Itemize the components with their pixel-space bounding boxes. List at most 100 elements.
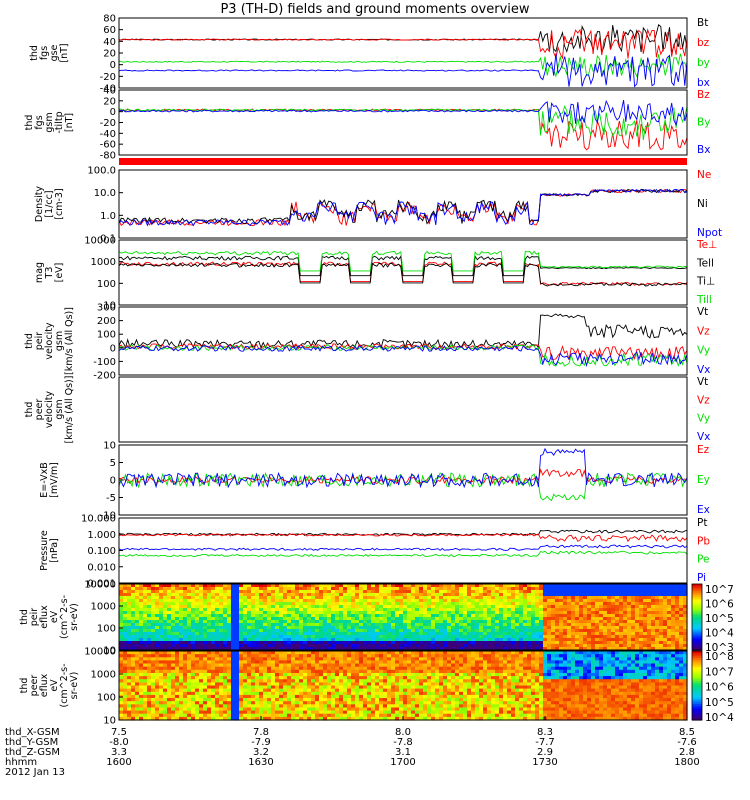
y-tick-label: -10 xyxy=(100,511,116,522)
chart-title: P3 (TH-D) fields and ground moments over… xyxy=(220,2,530,17)
x-tick-label: 8.0 xyxy=(395,727,411,738)
x-tick-label: 1800 xyxy=(674,757,699,768)
y-axis-label: E=-VxB xyxy=(39,462,50,497)
x-tick-label: 2.9 xyxy=(537,747,553,758)
y-axis-label: mag xyxy=(34,262,45,283)
y-tick-label: 0.001 xyxy=(87,579,116,590)
y-axis-label: gse xyxy=(49,44,60,61)
x-tick-label: 3.3 xyxy=(111,747,127,758)
y-tick-label: 100 xyxy=(97,693,116,704)
series-bz-line xyxy=(118,108,688,151)
y-tick-label: 200 xyxy=(97,316,116,327)
y-tick-label: -20 xyxy=(100,118,116,129)
x-tick-label: -7.6 xyxy=(677,737,697,748)
y-tick-label: 10000 xyxy=(84,580,116,591)
panel-frame xyxy=(118,239,688,306)
panel-pressure: 10.000 1.000 0.100 0.010 0.001 Pressure [nPa] P… xyxy=(39,514,710,590)
y-tick-label: 40 xyxy=(103,86,116,97)
x-tick-label: -7.8 xyxy=(393,737,413,748)
x-tick-label: 1700 xyxy=(390,757,415,768)
y-tick-label: -5 xyxy=(106,493,116,504)
y-tick-label: -40 xyxy=(100,129,116,140)
legend-pi: Pi xyxy=(697,572,706,584)
y-axis-label: fgs xyxy=(34,115,45,129)
legend-bx: Bx xyxy=(697,144,710,156)
y-axis-label: velocity xyxy=(44,391,55,429)
x-tick-label: -8.0 xyxy=(109,737,129,748)
quality-flag-bar xyxy=(119,158,687,165)
legend-ni: Ni xyxy=(697,198,708,210)
series-by-line xyxy=(118,105,688,140)
y-axis-label: T3 xyxy=(44,267,55,280)
y-axis-label: [nT] xyxy=(59,43,70,62)
y-tick-label: 10 xyxy=(103,646,116,657)
y-tick-label: 80 xyxy=(103,14,116,25)
y-axis-label: peer xyxy=(34,399,45,421)
legend-bz: bz xyxy=(697,37,710,49)
y-tick-label: 10.0 xyxy=(94,188,116,199)
legend-ey: Ey xyxy=(697,474,710,486)
y-tick-label: -40 xyxy=(100,84,116,95)
y-tick-label: 0.1 xyxy=(100,234,116,245)
y-tick-label: -100 xyxy=(93,357,116,368)
y-axis-label: [km/s (All Qs)] xyxy=(64,376,75,444)
y-tick-label: 10000 xyxy=(84,647,116,658)
y-tick-label: 100 xyxy=(97,624,116,635)
panel-peer_eflux: 10^8 10^7 10^6 10^5 10^4 10000 1000 100 10 thd pee… xyxy=(19,647,734,727)
y-axis-label: gsm xyxy=(54,399,65,419)
y-axis-label: fgs xyxy=(39,46,50,60)
y-axis-label: [1/cc] xyxy=(44,190,55,217)
y-axis-label: sr-eV) xyxy=(69,672,80,700)
y-tick-label: 300 xyxy=(97,303,116,314)
legend-tell: Tell xyxy=(696,257,714,269)
y-axis-label: Density xyxy=(34,186,45,222)
panel-peer_velocity: thd peer velocity gsm [km/s (All Qs)] Vt Vz Vy V… xyxy=(24,376,710,444)
x-row-label: thd_X-GSM xyxy=(5,727,60,738)
y-axis-label: -tiltp xyxy=(54,111,65,133)
x-tick-label: 3.2 xyxy=(253,747,269,758)
x-tick-label: 7.8 xyxy=(253,727,269,738)
y-tick-label: 0 xyxy=(110,60,116,71)
x-tick-label: -7.9 xyxy=(251,737,271,748)
legend-pe: Pe xyxy=(697,554,709,566)
series-bt-line xyxy=(118,24,688,54)
y-tick-label: 1000 xyxy=(91,602,116,613)
series-ni-line xyxy=(118,188,688,225)
y-tick-label: -60 xyxy=(100,140,116,151)
series-ne-line xyxy=(118,189,688,227)
x-tick-label: 2.8 xyxy=(679,747,695,758)
y-tick-label: 1000 xyxy=(91,257,116,268)
y-tick-label: 0.010 xyxy=(87,562,116,573)
series-vx-line xyxy=(118,345,688,368)
y-tick-label: 0.100 xyxy=(87,546,116,557)
legend-pb: Pb xyxy=(697,535,710,547)
panel-density: 100.0 10.0 1.0 0.1 Density [1/cc] [cm-3] Ne Ni Np… xyxy=(34,166,722,245)
panel-frame xyxy=(118,583,688,651)
colorbar-label: 10^6 xyxy=(705,599,734,611)
legend-ne: Ne xyxy=(697,169,711,181)
colorbar-label: 10^8 xyxy=(705,651,734,663)
legend-bz: Bz xyxy=(697,89,710,101)
y-tick-label: 100 xyxy=(97,279,116,290)
y-tick-label: -20 xyxy=(100,72,116,83)
y-tick-label: 10.000 xyxy=(81,514,116,525)
legend-vz: Vz xyxy=(697,394,710,406)
series-ey-line xyxy=(118,471,688,502)
y-axis-label: Pressure xyxy=(39,530,50,571)
legend-npot: Npot xyxy=(697,227,722,239)
y-axis-label: [nPa] xyxy=(49,538,60,563)
y-axis-label: [km/s (All Qs)] xyxy=(64,307,75,375)
panel-frame xyxy=(118,169,688,239)
legend-by: by xyxy=(697,57,710,69)
y-tick-label: -80 xyxy=(100,151,116,162)
x-row-label: hhmm xyxy=(5,757,37,768)
legend-vy: Vy xyxy=(697,413,710,425)
series-pi-line xyxy=(118,544,688,551)
legend-vt: Vt xyxy=(697,376,708,388)
series-bz-line xyxy=(118,28,688,60)
series-pe-line xyxy=(118,550,688,558)
y-tick-label: 5 xyxy=(110,458,116,469)
legend-ti⊥: Ti⊥ xyxy=(696,276,715,288)
y-tick-label: 0 xyxy=(110,107,116,118)
